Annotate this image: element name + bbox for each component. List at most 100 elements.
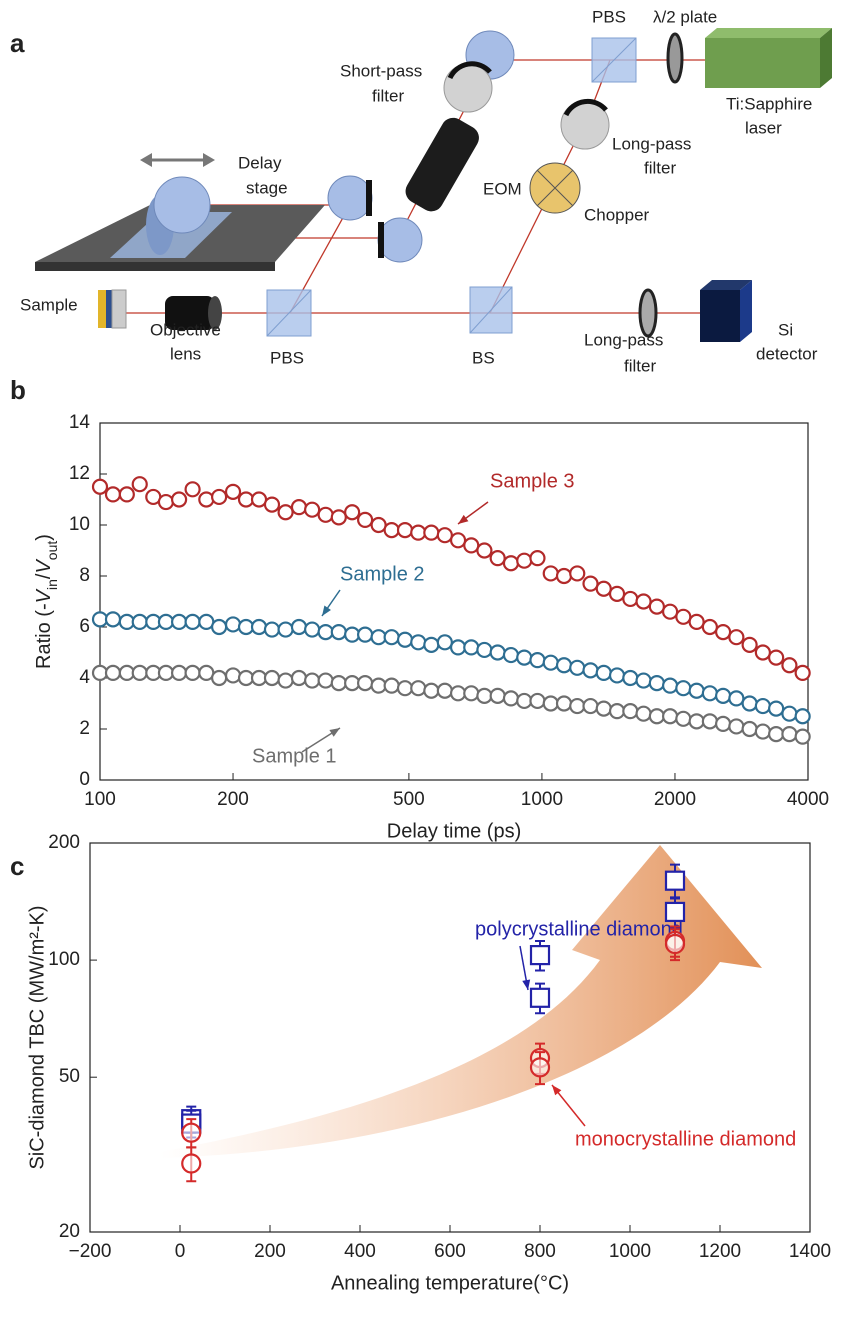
mirror: [377, 217, 423, 263]
marker: [754, 723, 771, 740]
marker: [582, 662, 599, 679]
laser-top: [705, 28, 832, 38]
marker: [157, 664, 175, 682]
marker: [211, 618, 228, 636]
panel-label: c: [10, 851, 24, 881]
marker: [436, 634, 453, 651]
marker: [701, 618, 718, 636]
marker: [250, 618, 268, 636]
marker: [794, 728, 811, 745]
marker: [768, 725, 785, 743]
x-tick-label: 600: [434, 1241, 466, 1262]
marker: [157, 613, 175, 631]
marker: [741, 636, 758, 653]
y-tick-label: 0: [79, 769, 90, 790]
mirror-edge: [378, 222, 384, 258]
marker: [131, 613, 148, 631]
mirror-edge: [366, 180, 372, 216]
label: Ti:Sapphire: [726, 94, 812, 113]
marker: [529, 692, 546, 710]
laser: [705, 38, 820, 88]
marker: [675, 608, 692, 625]
label: Long-pass: [612, 134, 691, 153]
series-label: Sample 2: [340, 563, 425, 585]
marker: [529, 652, 546, 669]
y-tick-label: 8: [79, 565, 90, 586]
stage-edge: [35, 262, 275, 271]
y-axis-label: Ratio (-Vin/Vout): [33, 534, 59, 669]
y-tick-label: 6: [79, 616, 90, 637]
marker: [290, 499, 308, 516]
label: BS: [472, 348, 495, 367]
marker: [489, 550, 506, 567]
y-tick-label: 20: [59, 1221, 80, 1242]
label: EOM: [483, 179, 522, 198]
marker: [224, 667, 242, 684]
marker: [237, 669, 255, 687]
panel-label: a: [10, 28, 25, 58]
marker: [489, 687, 506, 704]
marker: [463, 639, 480, 656]
marker: [781, 657, 798, 674]
marker: [224, 483, 242, 500]
marker: [529, 1057, 551, 1078]
label: Long-pass: [584, 330, 663, 349]
marker: [449, 639, 467, 656]
marker: [555, 695, 573, 712]
marker: [701, 685, 718, 702]
arrow-head: [140, 153, 152, 167]
filter-edge: [563, 98, 608, 117]
marker: [211, 669, 228, 687]
marker: [198, 491, 215, 508]
marker: [317, 506, 334, 523]
setup-diagram: a PBS λ/2 plate Ti:Sapphire laser Short-…: [10, 7, 832, 375]
x-tick-label: 800: [524, 1241, 556, 1262]
marker: [330, 623, 347, 641]
marker: [263, 496, 281, 513]
marker: [675, 680, 692, 697]
marker: [714, 623, 732, 641]
marker: [569, 565, 586, 582]
marker: [211, 488, 228, 506]
marker: [263, 621, 281, 638]
marker: [237, 491, 255, 508]
x-tick-label: 2000: [654, 789, 696, 810]
x-tick-label: 100: [84, 789, 116, 810]
arrow-head: [203, 153, 215, 167]
marker: [277, 672, 294, 689]
si-detector: [700, 290, 740, 342]
marker: [118, 486, 135, 503]
marker: [277, 504, 294, 521]
marker: [728, 718, 745, 735]
marker: [463, 685, 480, 702]
marker: [622, 590, 639, 608]
marker: [330, 674, 347, 692]
marker: [184, 481, 201, 498]
marker: [449, 532, 467, 549]
y-axis-label-part: ): [33, 534, 55, 541]
marker: [184, 664, 201, 682]
marker: [396, 631, 414, 648]
x-tick-label: −200: [69, 1241, 112, 1262]
marker: [555, 657, 573, 674]
sample: [111, 289, 127, 329]
chopper-blades: [536, 169, 574, 207]
marker: [423, 524, 440, 541]
marker: [344, 504, 361, 521]
marker: [688, 613, 705, 631]
label: PBS: [270, 348, 304, 367]
marker: [781, 705, 798, 722]
marker: [648, 674, 665, 692]
marker: [595, 664, 612, 682]
y-axis-label: SiC-diamond TBC (MW/m²-K): [26, 905, 48, 1169]
marker: [304, 501, 321, 518]
label: Short-pass: [340, 61, 422, 80]
x-axis-label: Delay time (ps): [387, 820, 521, 842]
marker: [595, 580, 612, 597]
y-axis-label-part: V: [33, 588, 55, 603]
marker: [170, 491, 188, 508]
marker: [317, 672, 334, 689]
half-wave-plate: [666, 32, 684, 84]
marker: [410, 634, 427, 651]
